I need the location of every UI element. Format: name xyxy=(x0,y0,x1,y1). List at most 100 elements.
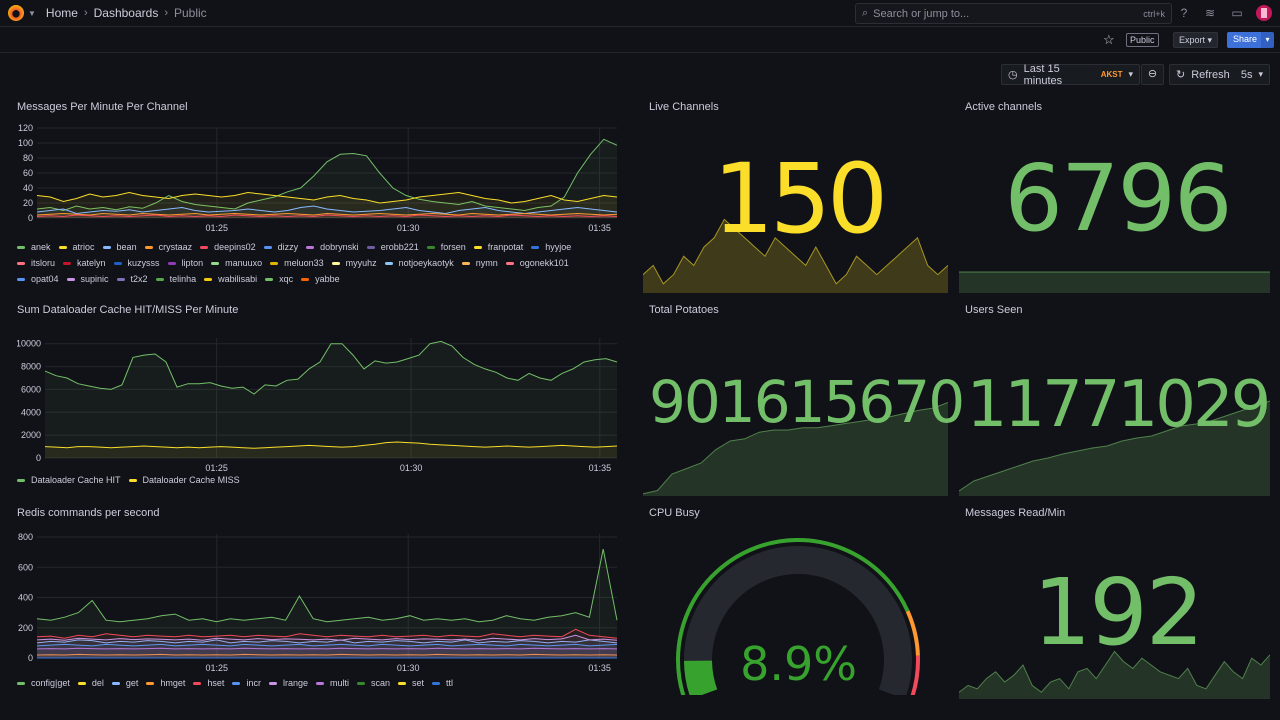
export-button[interactable]: Export ▾ xyxy=(1173,32,1219,48)
legend-item[interactable]: t2x2 xyxy=(116,271,148,287)
breadcrumb-home[interactable]: Home xyxy=(45,6,78,20)
legend-item[interactable]: meluon33 xyxy=(270,255,324,271)
legend-item[interactable]: bean xyxy=(102,239,137,255)
dataloader-cache-chart[interactable]: 0 2000 4000 6000 8000 10000 01:25 01:30 01:35 xyxy=(17,332,629,472)
legend-item[interactable]: Dataloader Cache MISS xyxy=(128,472,240,488)
legend-item[interactable]: supinic xyxy=(66,271,109,287)
panel-redis-commands: Redis commands per second 0 200 400 600 800 0… xyxy=(17,507,629,697)
legend-item[interactable]: hmget xyxy=(146,675,185,691)
series-line-multi[interactable] xyxy=(36,647,618,650)
legend-item[interactable]: myyuhz xyxy=(331,255,377,271)
messages-per-minute-chart[interactable]: 0 20 40 60 80 100 120 01:25 01:30 01:35 xyxy=(17,121,629,241)
legend-item[interactable]: franpotat xyxy=(473,239,523,255)
help-icon[interactable]: ? xyxy=(1180,6,1188,20)
legend-item[interactable]: ttl xyxy=(432,675,453,691)
breadcrumb-dashboards[interactable]: Dashboards xyxy=(93,6,159,20)
series-line-Dataloader Cache HIT[interactable] xyxy=(44,340,618,395)
legend-item[interactable]: deepins02 xyxy=(200,239,256,255)
legend-item[interactable]: nymn xyxy=(461,255,498,271)
kiosk-icon[interactable]: ▭ xyxy=(1231,6,1243,20)
legend-item[interactable]: wabilisabi xyxy=(204,271,257,287)
panel-title[interactable]: CPU Busy xyxy=(649,507,700,519)
chevron-down-icon: ▾ xyxy=(1207,35,1213,45)
legend-item[interactable]: lipton xyxy=(167,255,203,271)
legend-item[interactable]: crystaaz xyxy=(144,239,192,255)
legend-item[interactable]: config|get xyxy=(17,675,70,691)
refresh-interval[interactable]: 5s xyxy=(1240,68,1253,81)
legend-item[interactable]: dizzy xyxy=(263,239,298,255)
panel-title[interactable]: Messages Per Minute Per Channel xyxy=(17,101,188,113)
avatar[interactable] xyxy=(1256,5,1272,21)
series-line-crystaaz[interactable] xyxy=(36,212,618,216)
panel-title[interactable]: Redis commands per second xyxy=(17,507,160,519)
gauge-threshold-green xyxy=(676,538,910,695)
legend-item[interactable]: xqc xyxy=(265,271,293,287)
panel-title[interactable]: Users Seen xyxy=(965,304,1023,316)
legend-item[interactable]: del xyxy=(77,675,104,691)
legend-item[interactable]: set xyxy=(398,675,424,691)
legend-item[interactable]: incr xyxy=(232,675,261,691)
legend-color-swatch xyxy=(306,245,315,249)
legend-item[interactable]: anek xyxy=(17,239,51,255)
panel-title[interactable]: Live Channels xyxy=(649,101,719,113)
legend-label: get xyxy=(125,678,139,688)
series-line-anek[interactable] xyxy=(36,138,618,212)
x-tick-label: 01:30 xyxy=(397,663,420,673)
legend-item[interactable]: forsen xyxy=(426,239,466,255)
legend-item[interactable]: atrioc xyxy=(58,239,95,255)
panel-title[interactable]: Total Potatoes xyxy=(649,304,719,316)
redis-commands-chart[interactable]: 0 200 400 600 800 01:25 01:30 01:35 xyxy=(17,527,629,675)
legend-item[interactable]: scan xyxy=(357,675,390,691)
users-seen-value: 11771029 xyxy=(966,368,1272,442)
series-line-atrioc[interactable] xyxy=(36,191,618,204)
legend-label: itsloru xyxy=(31,258,56,268)
legend-item[interactable]: manuuxo xyxy=(211,255,262,271)
rss-icon[interactable]: ≋ xyxy=(1204,6,1216,20)
series-line-Dataloader Cache MISS[interactable] xyxy=(44,441,618,449)
legend-item[interactable]: opat04 xyxy=(17,271,59,287)
gauge-threshold-red xyxy=(910,655,920,695)
legend-color-swatch xyxy=(265,277,274,281)
legend-item[interactable]: lrange xyxy=(268,675,308,691)
series-line-get[interactable] xyxy=(36,639,618,644)
legend-item[interactable]: erobb221 xyxy=(366,239,419,255)
search-input[interactable]: ⌕ Search or jump to... ctrl+k xyxy=(855,3,1172,24)
legend-item[interactable]: yabbe xyxy=(301,271,340,287)
share-button[interactable]: Share xyxy=(1227,32,1264,48)
legend-item[interactable]: hyyjoe xyxy=(531,239,571,255)
series-line-config|get[interactable] xyxy=(36,549,618,623)
zoom-out-button[interactable]: ⊖ xyxy=(1141,64,1164,85)
legend-item[interactable]: Dataloader Cache HIT xyxy=(17,472,121,488)
legend-color-swatch xyxy=(461,261,470,265)
panel-title[interactable]: Active channels xyxy=(965,101,1043,113)
share-dropdown-button[interactable]: ▾ xyxy=(1261,32,1274,48)
legend-item[interactable]: telinha xyxy=(155,271,196,287)
legend-item[interactable]: ogonekk101 xyxy=(505,255,569,271)
series-line-incr[interactable] xyxy=(36,643,618,647)
series-line-hset[interactable] xyxy=(36,628,618,639)
refresh-button[interactable]: ↻ Refresh 5s ▾ xyxy=(1169,64,1270,85)
active-channels-value: 6796 xyxy=(1004,145,1232,252)
legend-item[interactable]: multi xyxy=(315,675,349,691)
series-line-deepins02[interactable] xyxy=(36,214,618,218)
legend-item[interactable]: kuzysss xyxy=(113,255,160,271)
sparkline-line xyxy=(959,650,1270,693)
x-tick-label: 01:25 xyxy=(206,223,229,233)
y-tick-label: 60 xyxy=(23,168,33,178)
series-line-hmget[interactable] xyxy=(36,653,618,656)
star-icon[interactable]: ☆ xyxy=(1103,32,1115,47)
legend-color-swatch xyxy=(77,681,86,685)
legend-item[interactable]: hset xyxy=(193,675,224,691)
legend-item[interactable]: get xyxy=(111,675,139,691)
series-line-bean[interactable] xyxy=(36,205,618,215)
series-line-lrange[interactable] xyxy=(36,634,618,641)
panel-title[interactable]: Messages Read/Min xyxy=(965,507,1066,519)
legend-item[interactable]: dobrynski xyxy=(306,239,359,255)
legend-item[interactable]: katelyn xyxy=(63,255,106,271)
legend-item[interactable]: itsloru xyxy=(17,255,55,271)
panel-title[interactable]: Sum Dataloader Cache HIT/MISS Per Minute xyxy=(17,304,239,316)
time-range-picker[interactable]: ◷ Last 15 minutes AKST ▾ xyxy=(1001,63,1140,87)
legend-item[interactable]: notjoeykaotyk xyxy=(384,255,454,271)
menu-chevron-icon[interactable]: ▼ xyxy=(28,8,36,18)
grafana-logo-icon[interactable] xyxy=(8,5,24,21)
